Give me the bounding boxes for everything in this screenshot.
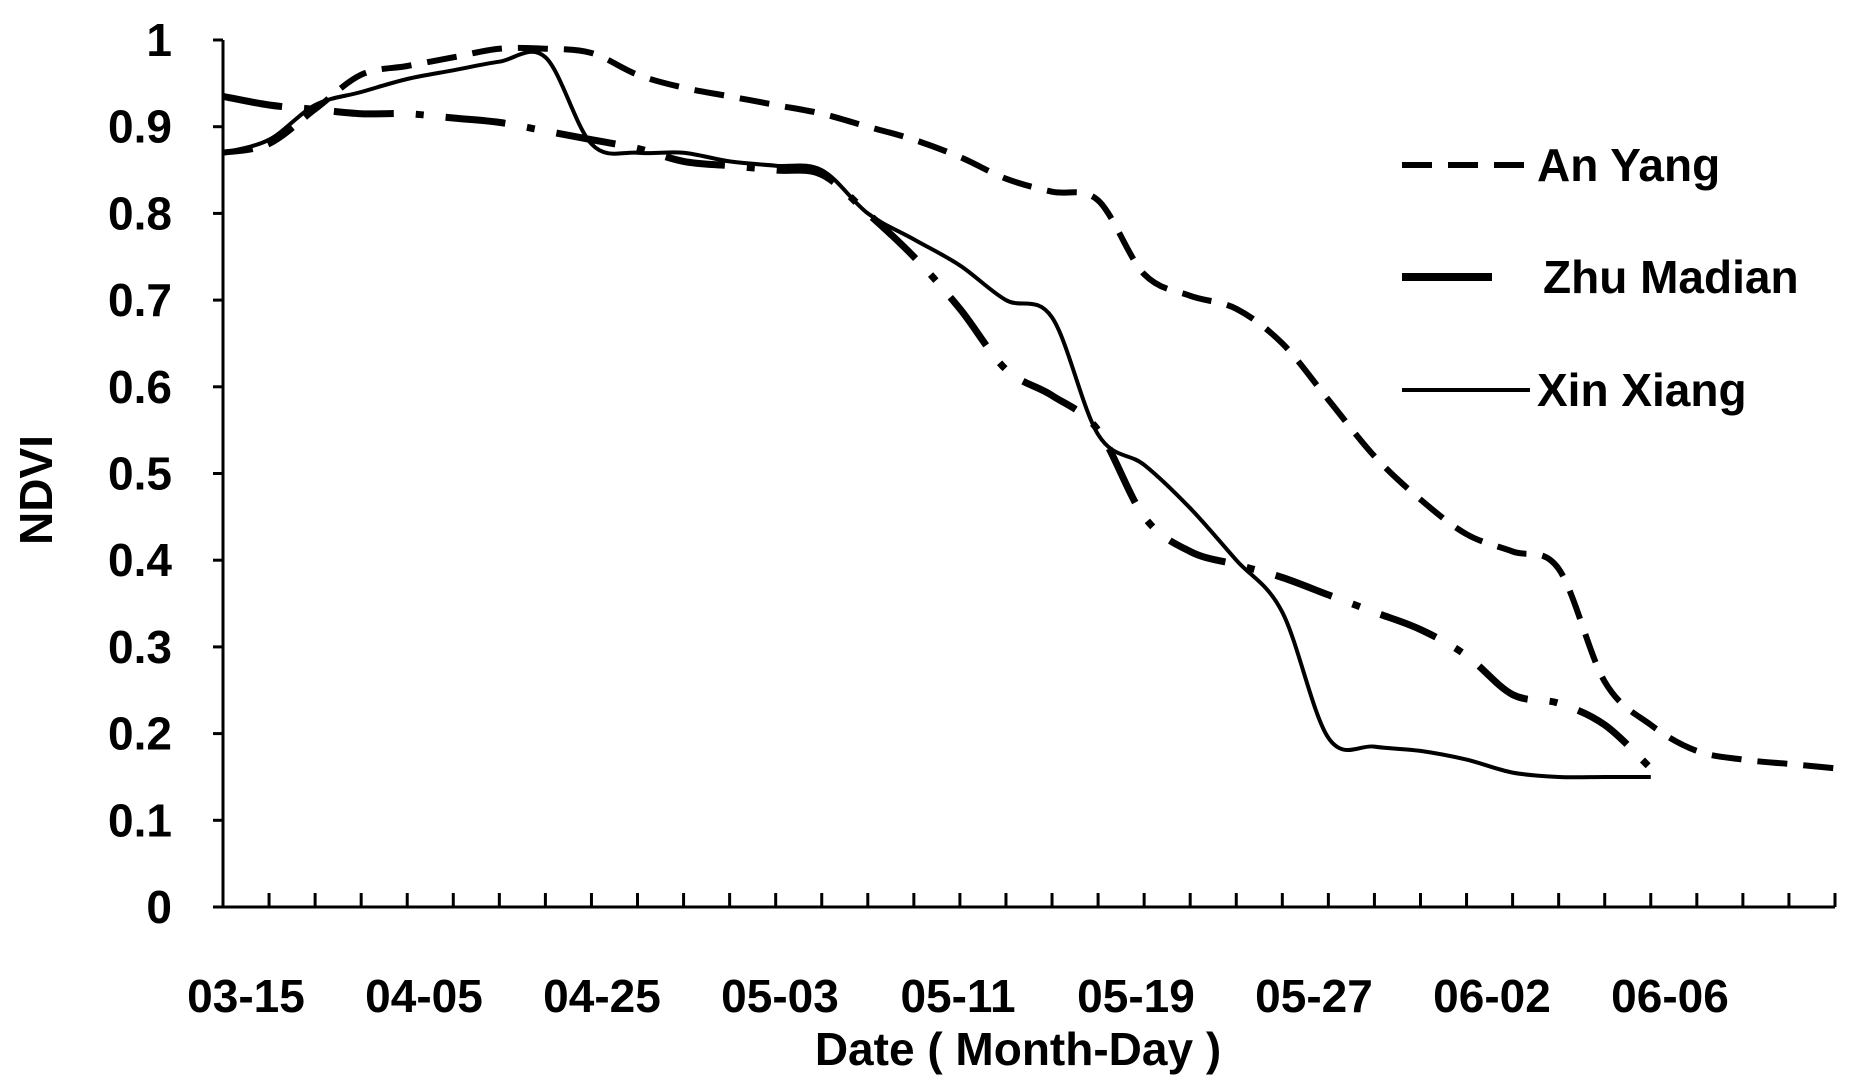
series-line-xin-xiang [222, 49, 1651, 780]
series-line-an-yang [222, 44, 1836, 772]
legend-label-an-yang: An Yang [1537, 139, 1720, 191]
y-tick-label: 0.5 [108, 448, 172, 500]
x-tick-label: 05-03 [721, 970, 839, 1022]
y-tick-label: 0.7 [108, 274, 172, 326]
x-tick-label: 06-06 [1611, 970, 1729, 1022]
y-tick-label: 0 [146, 881, 172, 933]
y-tick-label: 0.6 [108, 361, 172, 413]
y-tick-label: 0.4 [108, 534, 172, 586]
y-tick-label: 0.3 [108, 621, 172, 673]
y-tick-label: 0.9 [108, 101, 172, 153]
axes: 0 0.1 0.2 0.3 0.4 0.5 0.6 0.7 0.8 0.9 1 03-15 04-05 0… [108, 14, 1837, 1022]
legend: An Yang Zhu Madian Xin Xiang [1402, 139, 1799, 416]
y-tick-label: 0.2 [108, 708, 172, 760]
y-tick-label: 0.8 [108, 187, 172, 239]
legend-label-zhu-madian: Zhu Madian [1543, 251, 1799, 303]
x-tick-label: 06-02 [1433, 970, 1551, 1022]
legend-label-xin-xiang: Xin Xiang [1537, 364, 1747, 416]
x-tick-label: 03-15 [187, 970, 305, 1022]
series-line-zhu-madian [222, 92, 1654, 771]
x-tick-label: 04-05 [365, 970, 483, 1022]
series-layer [222, 44, 1836, 780]
x-tick-label: 05-27 [1255, 970, 1373, 1022]
x-tick-label: 05-11 [900, 970, 1015, 1022]
y-tick-label: 0.1 [108, 794, 172, 846]
x-axis-title: Date ( Month-Day ) [815, 1023, 1221, 1075]
y-tick-label: 1 [146, 14, 172, 66]
y-axis-title: NDVI [10, 435, 62, 545]
x-tick-label: 05-19 [1077, 970, 1195, 1022]
x-tick-label: 04-25 [543, 970, 661, 1022]
